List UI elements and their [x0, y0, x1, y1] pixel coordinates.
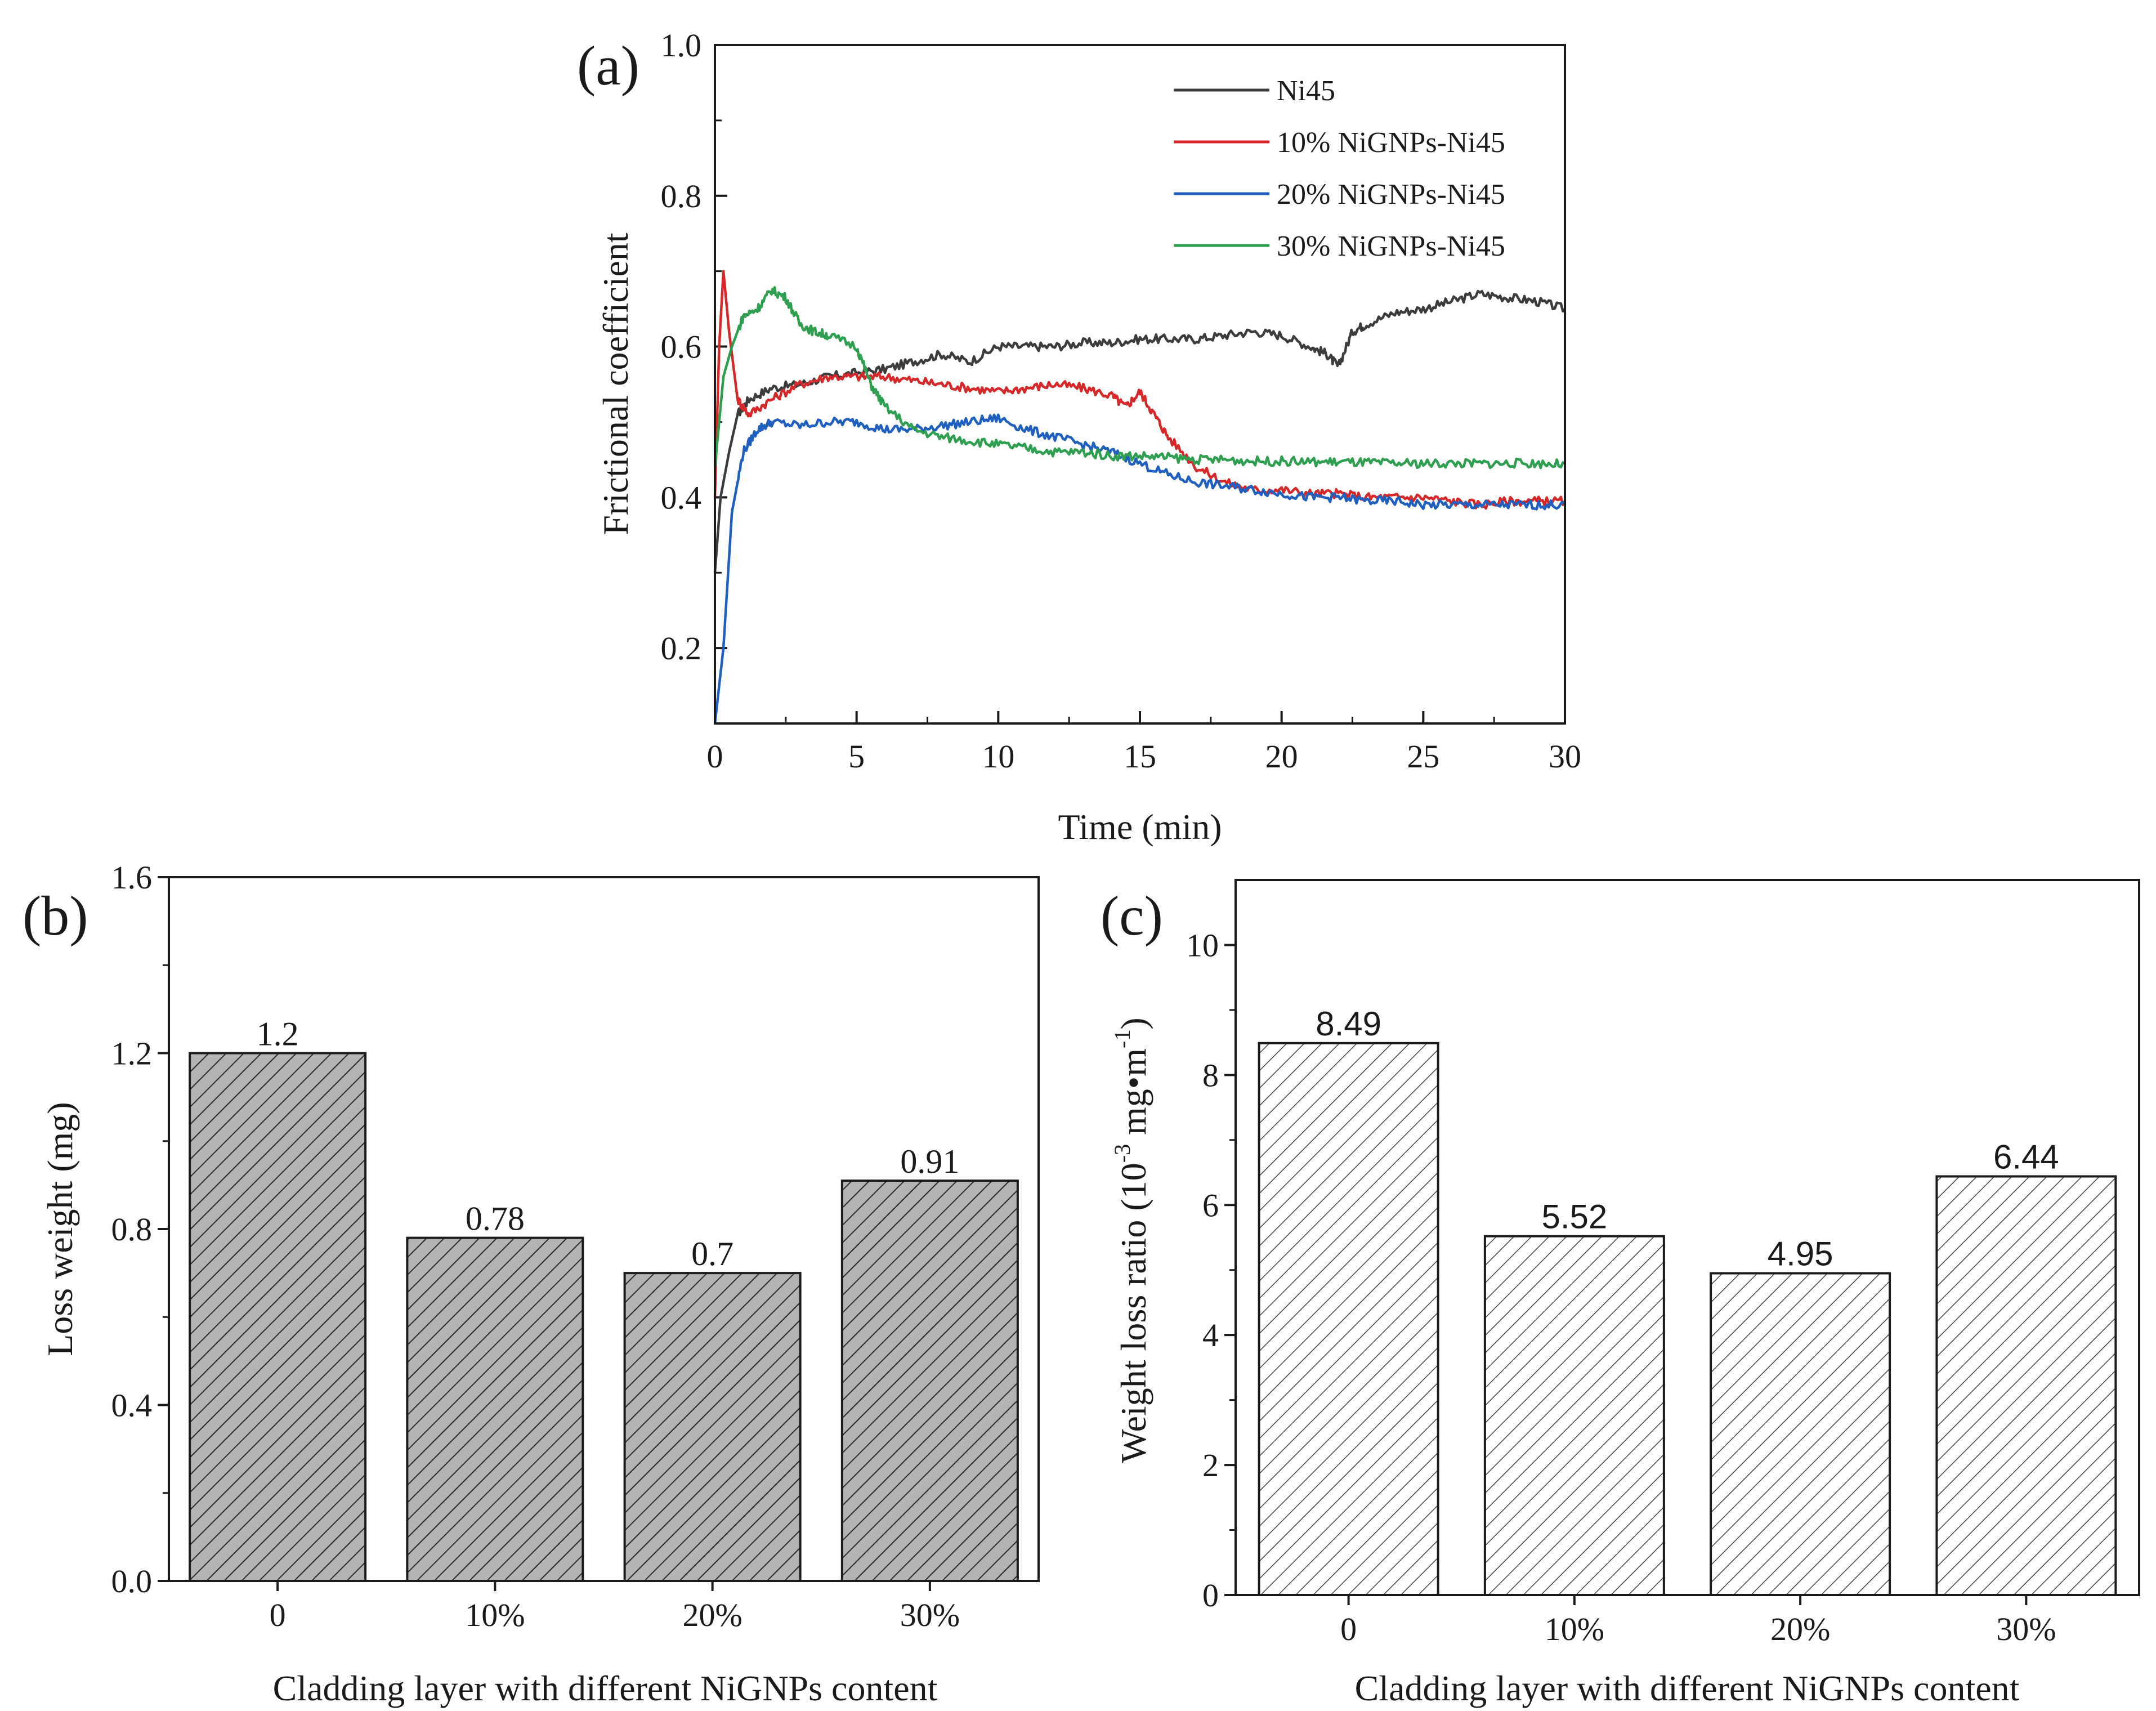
c-bar: [1935, 1175, 2117, 1596]
panel-a-label: (a): [577, 34, 639, 97]
panel-a-y-tick-label: 0.6: [661, 329, 702, 365]
c-bar-value-label: 5.52: [1541, 1198, 1607, 1236]
panel-a-y-tick-label: 0.2: [661, 630, 702, 667]
b-x-tick-label: 10%: [465, 1597, 525, 1633]
panel-b-y-tick-labels: 0.0 0.4 0.8 1.2 1.6: [111, 859, 153, 1600]
panel-a-series-line: [713, 286, 1566, 470]
c-bar: [1258, 1042, 1439, 1596]
panel-c-value-labels: 8.49 5.52 4.95 6.44: [1316, 1005, 2059, 1273]
b-y-tick-label: 0.0: [111, 1563, 153, 1600]
b-bar: [840, 1180, 1019, 1582]
panel-a-legend-label: 10% NiGNPs-Ni45: [1277, 127, 1505, 159]
panel-a-plot-frame: [714, 44, 1566, 725]
panel-a-legend: Ni45 10% NiGNPs-Ni45 20% NiGNPs-Ni45 30% Ni…: [1174, 75, 1505, 262]
panel-a-x-tick-labels: 0 5 10 15 20 25 30: [707, 738, 1582, 775]
b-bar-value-label: 0.91: [900, 1143, 959, 1180]
c-x-tick-label: 0: [1340, 1611, 1357, 1647]
panel-c-y-axis-label-main: Weight loss ratio (10: [1113, 1163, 1153, 1463]
panel-b-bar-chart: (b) 1.2 0.78 0.7 0.91 0.0 0.4 0.8 1.2 1.6 0 10% 2…: [23, 859, 1040, 1708]
panel-b-y-axis-label: Loss weight (mg): [40, 1102, 80, 1356]
c-x-tick-label: 10%: [1545, 1611, 1604, 1647]
b-y-tick-label: 0.8: [111, 1211, 153, 1248]
b-bar: [406, 1236, 584, 1582]
panel-b-value-labels: 1.2 0.78 0.7 0.91: [257, 1016, 960, 1273]
panel-a-x-tick-label: 15: [1124, 738, 1156, 775]
c-bar: [1483, 1235, 1665, 1596]
b-x-tick-label: 0: [270, 1597, 286, 1633]
panel-c-plot-frame: [1234, 879, 2140, 1596]
panel-a-y-axis-label: Frictional coefficient: [596, 233, 636, 535]
panel-a-legend-label: Ni45: [1277, 75, 1335, 107]
panel-c-y-axis-label-unit: mg•m: [1113, 1048, 1153, 1144]
panel-c-y-axis-label: Weight loss ratio (10-3 mg•m-1): [1110, 1017, 1153, 1463]
c-bar-value-label: 6.44: [1993, 1138, 2059, 1176]
panel-a-y-tick-label: 1.0: [661, 27, 702, 64]
panel-b-x-axis-label: Cladding layer with different NiGNPs con…: [273, 1668, 938, 1708]
panel-a-legend-label: 20% NiGNPs-Ni45: [1277, 178, 1505, 211]
panel-a-x-tick-label: 10: [982, 738, 1014, 775]
c-y-tick-label: 10: [1186, 927, 1219, 963]
b-y-tick-label: 1.6: [111, 859, 153, 896]
c-y-tick-label: 4: [1202, 1317, 1219, 1353]
panel-c-x-tick-labels: 0 10% 20% 30%: [1340, 1611, 2056, 1647]
c-bar-value-label: 8.49: [1316, 1005, 1381, 1043]
b-bar-value-label: 1.2: [257, 1016, 299, 1053]
panel-a-series-line: [713, 413, 1566, 724]
panel-a-x-tick-label: 0: [707, 738, 723, 775]
panel-a-x-tick-label: 25: [1407, 738, 1439, 775]
b-bar-value-label: 0.7: [691, 1235, 733, 1272]
panel-b-bars: [189, 1052, 1019, 1582]
panel-c-bars: [1258, 1042, 2117, 1596]
panel-c-y-axis-label-sup: -3: [1110, 1144, 1135, 1163]
b-y-tick-label: 1.2: [111, 1035, 153, 1072]
panel-c-y-tick-labels: 0 2 4 6 8 10: [1186, 927, 1219, 1614]
panel-a-y-tick-label: 0.4: [661, 479, 702, 516]
panel-c-ticks: [1224, 944, 2028, 1605]
panel-a-series-lines: [713, 270, 1566, 724]
panel-c-x-axis-label: Cladding layer with different NiGNPs con…: [1355, 1668, 2020, 1708]
panel-a-x-axis-label: Time (min): [1058, 807, 1222, 847]
c-x-tick-label: 30%: [1996, 1611, 2056, 1647]
panel-b-label: (b): [23, 884, 88, 947]
panel-a-x-tick-label: 20: [1265, 738, 1298, 775]
c-y-tick-label: 8: [1202, 1057, 1219, 1093]
b-bar-value-label: 0.78: [466, 1200, 525, 1238]
panel-a-line-chart: (a) 0.2 0.4 0.6 0.8 1.0 0 5 10 15 20 25 30 Ni45 10%…: [577, 27, 1581, 847]
panel-b-plot-frame: [168, 876, 1040, 1582]
b-x-tick-label: 30%: [900, 1597, 960, 1633]
panel-a-x-tick-label: 5: [848, 738, 865, 775]
c-x-tick-label: 20%: [1770, 1611, 1830, 1647]
panel-c-label: (c): [1101, 884, 1163, 947]
panel-a-x-tick-label: 30: [1549, 738, 1581, 775]
c-bar-value-label: 4.95: [1768, 1235, 1833, 1273]
panel-a-y-tick-labels: 0.2 0.4 0.6 0.8 1.0: [661, 27, 702, 667]
panel-a-series-line: [713, 270, 1566, 510]
c-y-tick-label: 2: [1202, 1447, 1219, 1484]
b-bar: [623, 1272, 802, 1582]
panel-b-x-tick-labels: 0 10% 20% 30%: [270, 1597, 960, 1633]
c-y-tick-label: 0: [1202, 1577, 1219, 1614]
b-y-tick-label: 0.4: [111, 1387, 153, 1424]
panel-a-series-line: [713, 289, 1566, 573]
c-bar: [1710, 1272, 1891, 1596]
panel-a-y-tick-label: 0.8: [661, 178, 702, 215]
panel-c-y-axis-label-close: ): [1113, 1017, 1153, 1029]
panel-c-y-axis-label-unit-sup: -1: [1110, 1030, 1135, 1048]
panel-b-ticks: [158, 876, 931, 1591]
c-y-tick-label: 6: [1202, 1187, 1219, 1223]
panel-a-legend-label: 30% NiGNPs-Ni45: [1277, 230, 1505, 262]
b-bar: [189, 1052, 367, 1582]
b-x-tick-label: 20%: [682, 1597, 742, 1633]
